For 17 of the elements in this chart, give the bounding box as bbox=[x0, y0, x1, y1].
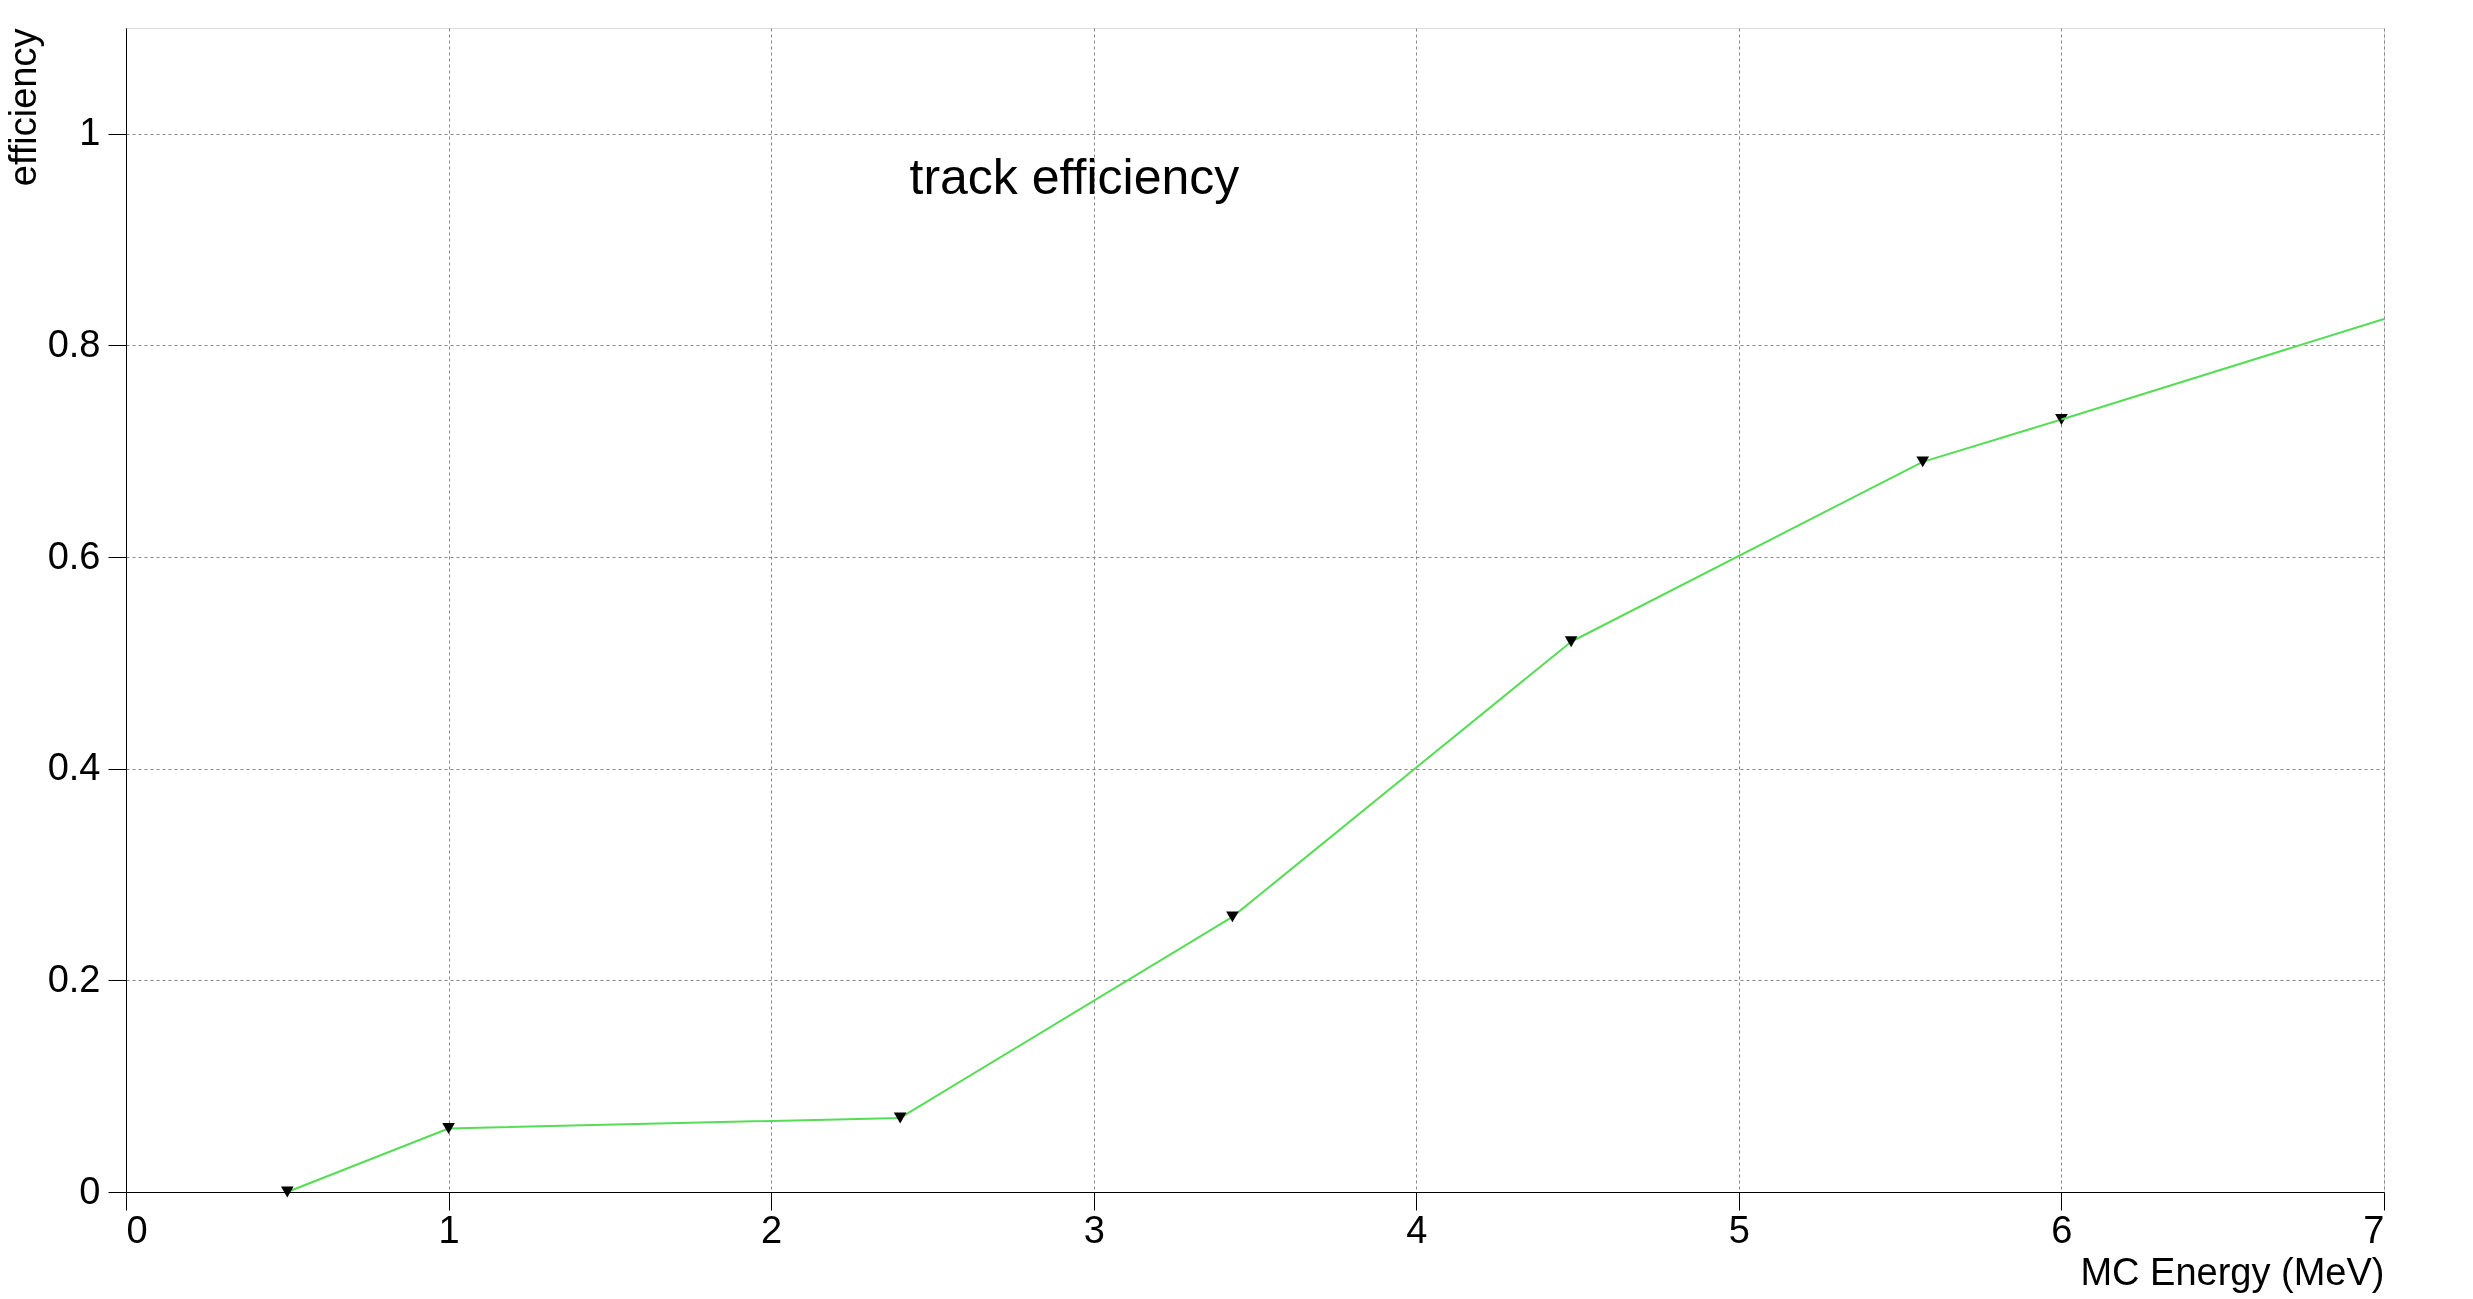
y-tick-label: 0.8 bbox=[47, 322, 101, 365]
x-tick-label: 5 bbox=[1728, 1208, 1750, 1251]
annotation: track efficiency bbox=[909, 149, 1240, 206]
x-tick-label: 2 bbox=[761, 1208, 783, 1251]
y-tick-label: 0.2 bbox=[47, 957, 101, 1000]
x-axis-title: MC Energy (MeV) bbox=[2080, 1250, 2385, 1293]
x-tick-label: 6 bbox=[2051, 1208, 2073, 1251]
x-tick-label: 7 bbox=[2363, 1208, 2385, 1251]
x-tick-label: 3 bbox=[1083, 1208, 1105, 1251]
y-axis-title: efficiency bbox=[1, 28, 44, 187]
x-tick-label: 4 bbox=[1406, 1208, 1428, 1251]
x-tick-label: 1 bbox=[438, 1208, 460, 1251]
x-tick-label: 0 bbox=[126, 1208, 148, 1251]
y-tick-label: 0 bbox=[79, 1169, 101, 1212]
y-tick-label: 0.6 bbox=[47, 534, 101, 577]
y-tick-label: 0.4 bbox=[47, 746, 101, 789]
y-tick-label: 1 bbox=[79, 111, 101, 154]
